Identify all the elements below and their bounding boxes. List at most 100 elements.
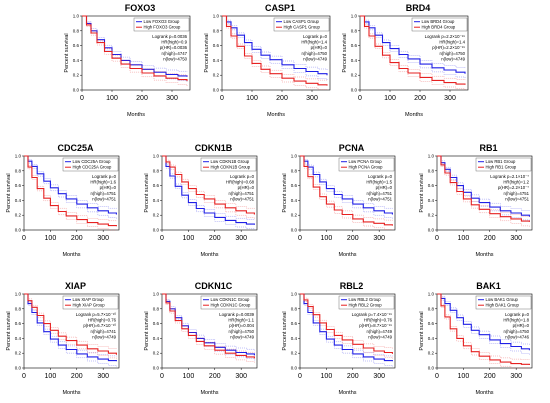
panel-title: FOXO3 [125,3,156,13]
stat-line: p(HR)=0 [238,185,255,190]
x-tick-label: 100 [183,235,195,242]
series-line-high-bak1-group [437,293,530,365]
stat-line: n(high)=4741 [91,329,117,334]
y-axis-label: Percent survival [204,33,210,72]
x-tick-label: 300 [510,235,522,242]
y-tick-label: 0.0 [73,88,80,93]
y-tick-label: 0.4 [291,198,298,203]
x-tick-label: 300 [444,95,456,102]
ci-band-low-cdkn1b-group [162,155,255,220]
panel-title: CDC25A [57,143,94,153]
stat-line: p(HR)=0 [513,323,530,328]
y-tick-label: 0.0 [153,228,160,233]
x-tick-label: 200 [347,373,359,380]
series-line-high-pcna-group [300,155,393,226]
y-tick-label: 1.0 [15,154,22,159]
y-tick-label: 0.8 [15,168,22,173]
x-tick-label: 300 [306,95,318,102]
km-plot-svg: CDC25A 0.0 0.2 0.4 0.6 0.8 1.0 0 100 200 300 Months… [6,143,120,258]
stat-line: p(HR)=0.004 [229,323,254,328]
x-tick-label: 300 [373,373,385,380]
x-tick-label: 0 [22,373,26,380]
x-tick-label: 300 [97,235,109,242]
x-tick-label: 0 [298,373,302,380]
x-tick-label: 0 [160,373,164,380]
x-tick-label: 100 [458,235,470,242]
ci-band-low-xiap-group [24,293,117,367]
km-plot-svg: RBL2 0.0 0.2 0.4 0.6 0.8 1.0 0 100 200 300 Months Pe… [282,281,396,396]
km-plot-svg: CDKN1C 0.0 0.2 0.4 0.6 0.8 1.0 0 100 200 300 Months… [144,281,258,396]
ci-band-high-brd4-group [360,15,466,90]
stat-line: HR(high)=1.5 [366,180,392,185]
series-line-low-cdkn1b-group [162,155,255,225]
y-tick-label: 0.8 [15,306,22,311]
stat-line: Logrank p=0 [92,174,117,179]
stat-line: p(HR)=2.2×10⁻¹⁶ [432,45,465,50]
y-tick-label: 0.6 [153,321,160,326]
panel-title: CDKN1C [195,281,233,291]
panel-title: CDKN1B [195,143,233,153]
ci-band-high-cdkn1b-group [162,155,255,220]
y-tick-label: 1.0 [291,292,298,297]
x-tick-label: 0 [220,95,224,102]
y-tick-label: 0.0 [428,228,435,233]
legend-label: High RBL2 Group [349,303,383,308]
y-tick-label: 0.2 [291,213,298,218]
y-tick-label: 0.6 [15,321,22,326]
panel-title: CASP1 [265,3,295,13]
y-tick-label: 0.2 [428,213,435,218]
y-tick-label: 1.0 [153,154,160,159]
y-tick-label: 1.0 [153,292,160,297]
y-axis-label: Percent survival [282,173,288,212]
x-tick-label: 0 [435,235,439,242]
x-tick-label: 200 [136,95,148,102]
legend-label: Low FOXO3 Group [144,19,181,24]
y-tick-label: 0.6 [213,43,220,48]
stat-line: n(high)=4751 [504,191,530,196]
y-tick-label: 0.6 [428,321,435,326]
y-tick-label: 1.0 [428,292,435,297]
km-panel-cdkn1c: CDKN1C 0.0 0.2 0.4 0.6 0.8 1.0 0 100 200 300 Months… [140,280,275,398]
x-axis-label: Months [200,252,218,258]
y-tick-label: 0.4 [213,58,220,63]
y-tick-label: 0.4 [15,198,22,203]
stat-line: Logrank p=5.7×10⁻¹⁰ [76,312,117,317]
y-tick-label: 0.0 [428,366,435,371]
stat-line: n(high)=4750 [440,51,466,56]
stat-line: HR(high)=0.68 [226,180,255,185]
stat-line: HR(high)=0.9 [161,40,187,45]
stat-line: p(HR)=6.7×10⁻¹⁰ [83,323,116,328]
y-tick-label: 0.0 [153,366,160,371]
y-tick-label: 0.4 [15,336,22,341]
stat-line: n(high)=4747 [162,51,188,56]
km-plot-svg: BRD4 0.0 0.2 0.4 0.6 0.8 1.0 0 100 200 300 Months Pe… [342,3,469,118]
legend-label: Low CDC25A Group [73,159,112,164]
legend-label: High CDKN1B Group [211,165,251,170]
x-tick-label: 300 [510,373,522,380]
y-tick-label: 0.2 [428,351,435,356]
ci-band-low-bak1-group [437,293,530,356]
panel-title: PCNA [339,143,365,153]
x-tick-label: 100 [321,235,333,242]
stat-line: p(HR)=0 [311,45,328,50]
stat-line: HR(high)=1.2 [503,180,529,185]
y-tick-label: 0.6 [15,183,22,188]
x-tick-label: 200 [484,235,496,242]
legend-label: High CASP1 Group [284,25,321,30]
km-panel-cdc25a: CDC25A 0.0 0.2 0.4 0.6 0.8 1.0 0 100 200 300 Months… [2,142,137,260]
ci-band-low-rbl2-group [300,293,393,367]
legend-label: High PCNA Group [349,165,384,170]
ci-band-high-foxo3-group [82,15,188,87]
series-line-high-rb1-group [437,155,530,222]
km-plot-svg: CASP1 0.0 0.2 0.4 0.6 0.8 1.0 0 100 200 300 Months P… [204,3,331,118]
km-plot-svg: CDKN1B 0.0 0.2 0.4 0.6 0.8 1.0 0 100 200 300 Months… [144,143,258,258]
x-tick-label: 0 [358,95,362,102]
panel-title: BRD4 [406,3,431,13]
y-tick-label: 1.0 [291,154,298,159]
km-plot-svg: RB1 0.0 0.2 0.4 0.6 0.8 1.0 0 100 200 300 Months Per… [419,143,533,258]
y-tick-label: 0.6 [153,183,160,188]
